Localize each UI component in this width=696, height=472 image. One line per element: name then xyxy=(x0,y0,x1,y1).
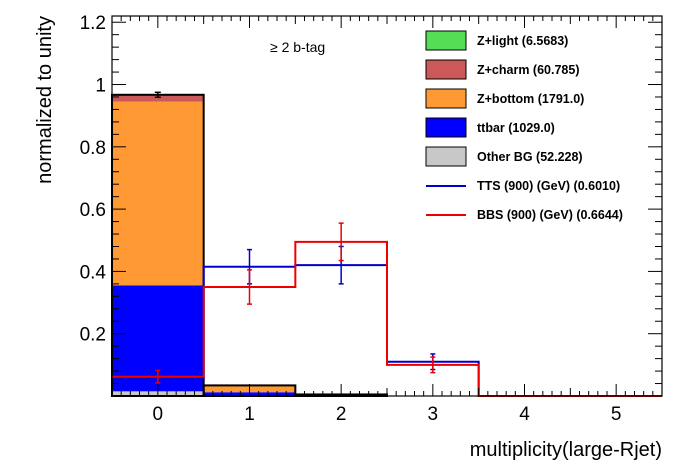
y-tick-label: 0.4 xyxy=(80,262,107,283)
legend-label: Z+light (6.5683) xyxy=(477,34,568,48)
legend-label: ttbar (1029.0) xyxy=(477,121,555,135)
bar-z-bottom-0 xyxy=(112,101,204,286)
legend-label: BBS (900) (GeV) (0.6644) xyxy=(477,208,623,222)
y-axis-title: normalized to unity xyxy=(34,16,56,184)
legend-swatch xyxy=(425,117,467,138)
legend-label: Z+charm (60.785) xyxy=(477,63,579,77)
background-stack xyxy=(111,91,389,398)
legend-swatch xyxy=(425,88,467,109)
x-tick-label: 1 xyxy=(244,404,255,425)
legend-swatch xyxy=(425,59,467,80)
legend-swatch xyxy=(425,30,467,51)
y-tick-label: 0.8 xyxy=(80,138,106,159)
legend-label: TTS (900) (GeV) (0.6010) xyxy=(477,179,620,193)
x-tick-label: 5 xyxy=(611,404,622,425)
legend: Z+light (6.5683) Z+charm (60.785) Z+bottom… xyxy=(425,30,623,222)
y-tick-label: 1.2 xyxy=(80,13,106,34)
axis-ticks: 0 1 2 3 4 5 0.2 0.4 0.6 0.8 1 1.2 xyxy=(80,13,662,425)
x-tick-label: 4 xyxy=(519,404,530,425)
bar-z-charm-0 xyxy=(112,95,204,102)
y-tick-label: 0.2 xyxy=(80,325,106,346)
y-tick-label: 0.6 xyxy=(80,200,106,221)
btag-annotation: ≥ 2 b-tag xyxy=(270,39,325,55)
x-tick-label: 3 xyxy=(428,404,439,425)
legend-label: Other BG (52.228) xyxy=(477,150,583,164)
x-axis-title: multiplicity(large-Rjet) xyxy=(470,439,662,461)
legend-label: Z+bottom (1791.0) xyxy=(477,92,584,106)
legend-swatch xyxy=(425,146,467,167)
y-tick-label: 1 xyxy=(95,76,106,97)
x-tick-label: 0 xyxy=(153,404,164,425)
x-tick-label: 2 xyxy=(336,404,347,425)
